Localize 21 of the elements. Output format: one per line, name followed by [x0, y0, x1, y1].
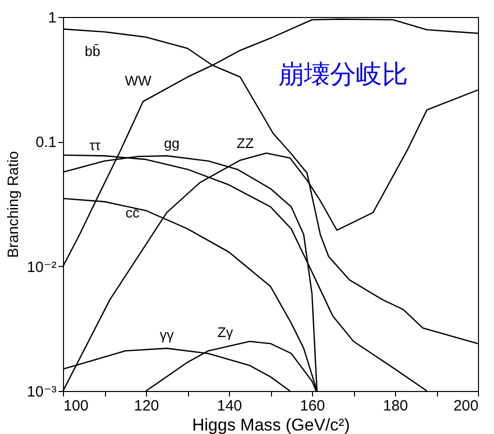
y-tick-label: 0.1 — [36, 134, 56, 152]
y-tick-label: 10⁻² — [26, 258, 56, 276]
x-tick-label: 160 — [300, 398, 326, 414]
x-tick-label: 200 — [453, 398, 478, 414]
x-tick-label: 180 — [382, 398, 408, 414]
series-label: ZZ — [236, 135, 254, 152]
series-label: ττ — [89, 137, 101, 154]
y-tick-label: 1 — [48, 10, 56, 26]
series-label: gg — [164, 134, 180, 151]
x-tick-label: 120 — [134, 398, 160, 414]
series-label: γγ — [160, 326, 174, 342]
x-tick-label: 140 — [216, 398, 242, 414]
series-label: cc̄ — [126, 204, 140, 221]
y-axis-title: Branching Ratio — [4, 151, 22, 258]
x-axis-title: Higgs Mass (GeV/c²) — [192, 416, 350, 434]
series-label: WW — [124, 72, 152, 88]
series-label: Zγ — [217, 324, 234, 340]
annotation: 崩壊分岐比 — [278, 60, 408, 90]
series-label: bb̄ — [84, 42, 100, 59]
y-tick-label: 10⁻³ — [26, 384, 56, 400]
x-tick-label: 100 — [64, 398, 89, 414]
